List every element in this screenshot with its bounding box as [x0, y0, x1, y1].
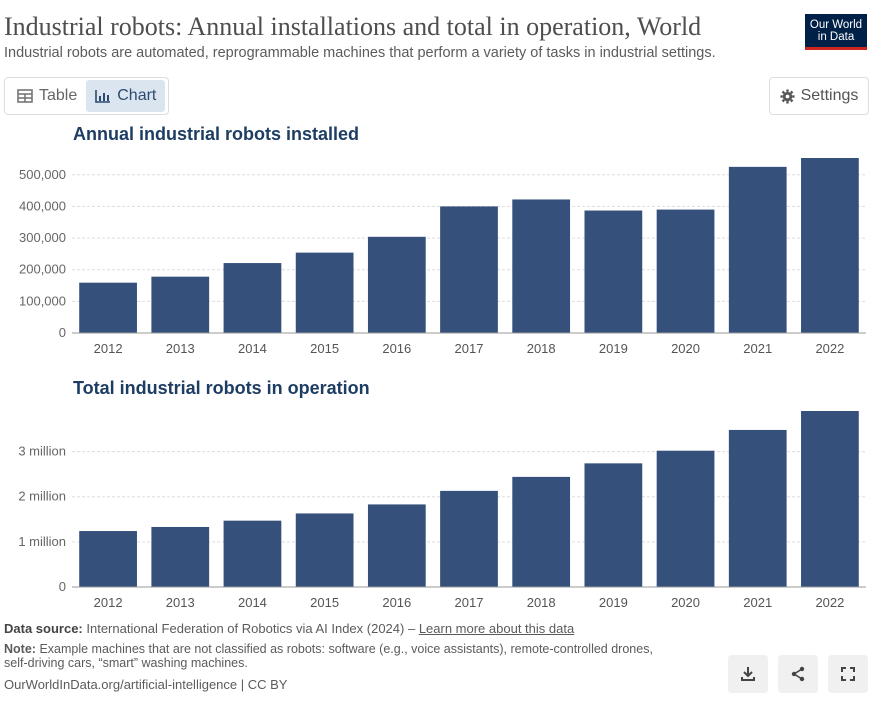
x-tick-label: 2020 [671, 341, 700, 356]
logo-line-2: in Data [817, 31, 855, 43]
bar [512, 199, 571, 333]
download-button[interactable] [728, 655, 768, 693]
download-icon [741, 667, 755, 681]
fullscreen-button[interactable] [828, 655, 868, 693]
gear-icon [780, 88, 795, 104]
bar [801, 158, 859, 333]
bar [367, 504, 426, 587]
owid-logo[interactable]: Our World in Data [805, 14, 867, 50]
logo-line-1: Our World [809, 19, 863, 31]
x-tick-label: 2012 [94, 341, 123, 356]
x-tick-label: 2022 [815, 341, 844, 356]
tab-chart-label: Chart [117, 87, 157, 104]
note-label: Note: [4, 642, 36, 656]
bar [151, 526, 210, 587]
x-tick-label: 2019 [599, 341, 628, 356]
y-tick-label: 500,000 [19, 167, 66, 182]
bar [367, 236, 426, 333]
x-tick-label: 2016 [382, 341, 411, 356]
y-tick-label: 3 million [18, 444, 66, 459]
bar [223, 520, 282, 587]
bar [79, 531, 137, 587]
source-text: International Federation of Robotics via… [86, 621, 416, 636]
source-label: Data source: [4, 621, 83, 636]
chart-subtitle: Industrial robots are automated, reprogr… [4, 45, 716, 61]
x-tick-label: 2013 [166, 595, 195, 610]
tab-chart[interactable]: Chart [86, 80, 166, 112]
share-button[interactable] [778, 655, 818, 693]
y-tick-label: 0 [59, 579, 66, 594]
settings-label: Settings [800, 87, 859, 104]
settings-button[interactable]: Settings [769, 77, 869, 115]
tab-table[interactable]: Table [8, 80, 86, 112]
bar [728, 166, 787, 333]
x-tick-label: 2017 [455, 341, 484, 356]
bar-chart-icon [95, 90, 111, 103]
bar [801, 411, 859, 587]
y-tick-label: 200,000 [19, 262, 66, 277]
bar [151, 276, 210, 333]
panel-title-installations: Annual industrial robots installed [73, 124, 360, 144]
learn-more-link[interactable]: Learn more about this data [418, 621, 575, 636]
bar [584, 210, 643, 333]
x-tick-label: 2014 [238, 341, 267, 356]
x-tick-label: 2021 [743, 341, 772, 356]
x-tick-label: 2018 [527, 595, 556, 610]
x-tick-label: 2019 [599, 595, 628, 610]
bar [656, 450, 715, 587]
x-tick-label: 2015 [310, 595, 339, 610]
x-tick-label: 2015 [310, 341, 339, 356]
share-icon [791, 666, 805, 682]
bar [440, 206, 498, 333]
bar [223, 263, 282, 333]
table-icon [17, 89, 33, 103]
x-tick-label: 2017 [455, 595, 484, 610]
tab-table-label: Table [39, 87, 78, 104]
y-tick-label: 400,000 [19, 198, 66, 213]
bar [295, 252, 354, 333]
x-tick-label: 2022 [815, 595, 844, 610]
x-tick-label: 2021 [743, 595, 772, 610]
x-tick-label: 2018 [527, 341, 556, 356]
expand-icon [841, 667, 855, 681]
chart-title: Industrial robots: Annual installations … [4, 12, 702, 41]
y-tick-label: 0 [59, 325, 66, 340]
bar [512, 476, 571, 587]
x-tick-label: 2012 [94, 595, 123, 610]
bar [440, 490, 498, 587]
y-tick-label: 100,000 [19, 293, 66, 308]
y-tick-label: 1 million [18, 534, 66, 549]
installations-chart: 0 100,000 200,000 300,000 400,000 500,000 2012… [19, 158, 866, 356]
bar [728, 429, 787, 587]
bar [79, 282, 137, 333]
bar [584, 463, 643, 587]
note: Note: Example machines that are not clas… [4, 642, 664, 670]
bar [295, 513, 354, 587]
x-tick-label: 2013 [166, 341, 195, 356]
y-tick-label: 2 million [18, 489, 66, 504]
x-tick-label: 2020 [671, 595, 700, 610]
data-source: Data source: International Federation of… [4, 621, 574, 636]
x-tick-label: 2014 [238, 595, 267, 610]
view-tabs: Table Chart [4, 77, 170, 115]
panel-title-operation: Total industrial robots in operation [73, 378, 370, 398]
credit-line[interactable]: OurWorldInData.org/artificial-intelligen… [4, 677, 288, 692]
x-tick-label: 2016 [382, 595, 411, 610]
operation-chart: 0 1 million 2 million 3 million 2012 2013 2014… [18, 411, 866, 610]
bar [656, 209, 715, 333]
note-text: Example machines that are not classified… [4, 642, 653, 670]
y-tick-label: 300,000 [19, 230, 66, 245]
